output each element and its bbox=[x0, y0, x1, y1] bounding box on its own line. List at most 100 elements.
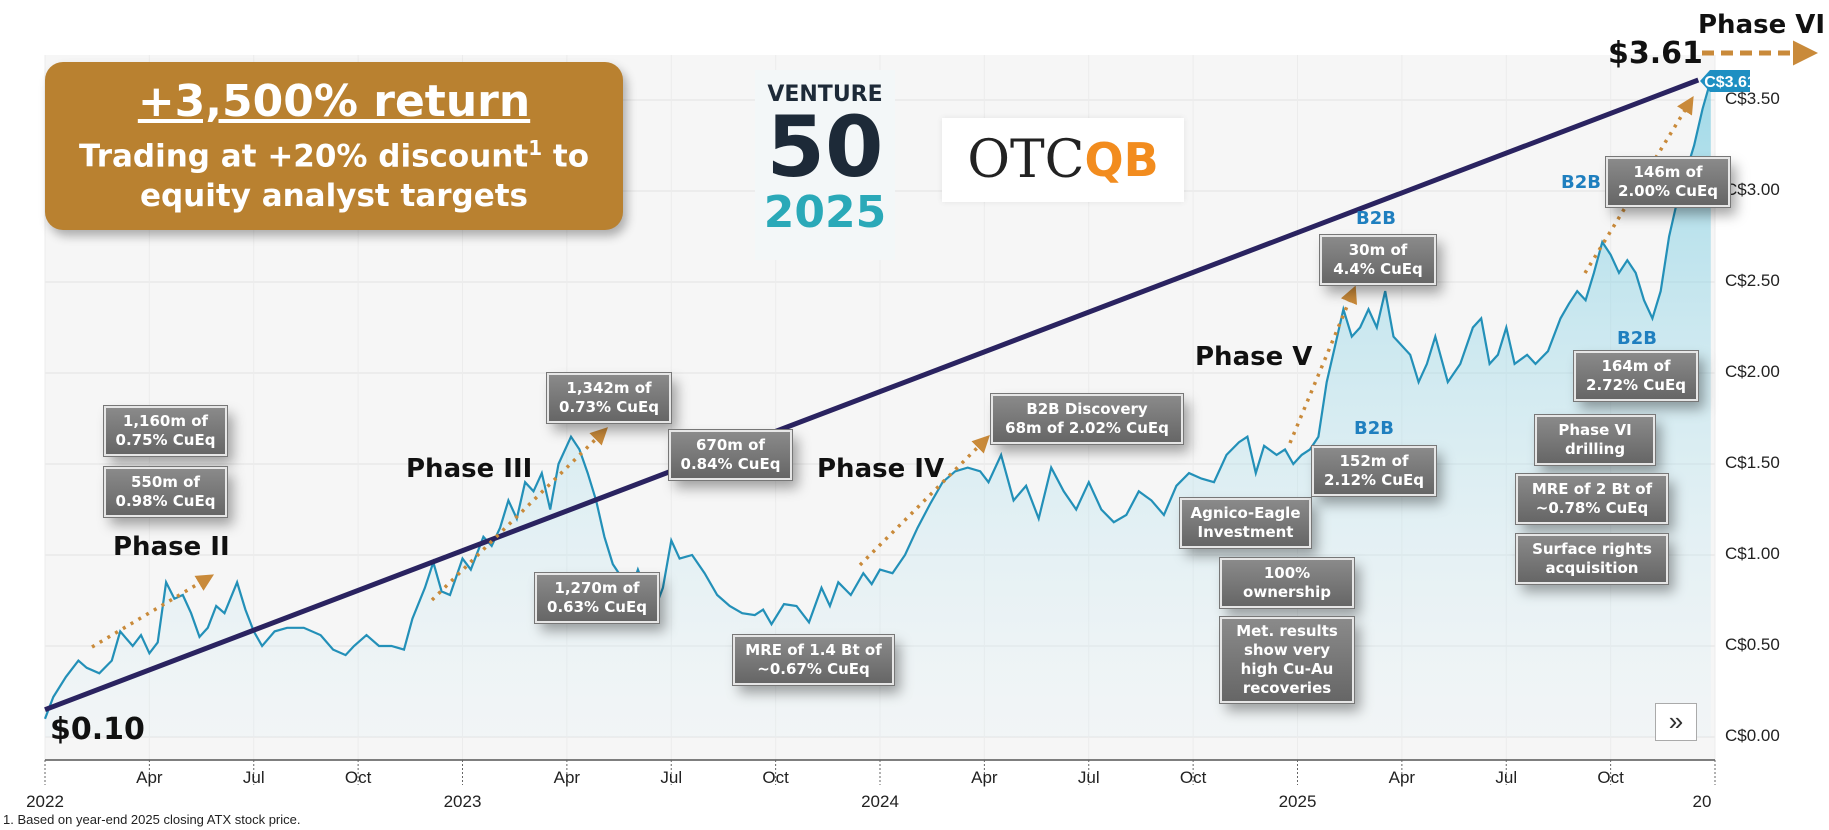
phase-v-arrow bbox=[1288, 285, 1358, 444]
chart-navigation-button[interactable]: » bbox=[1655, 703, 1697, 741]
y-tick-label: C$0.00 bbox=[1725, 726, 1780, 745]
callout-mre-1-4bt: MRE of 1.4 Bt of ~0.67% CuEq bbox=[732, 634, 895, 686]
x-month-label: Oct bbox=[1179, 768, 1207, 787]
end-price-label: $3.61 bbox=[1608, 36, 1703, 71]
banner-superscript: 1 bbox=[528, 136, 543, 160]
callout-line: show very bbox=[1243, 641, 1331, 659]
x-month-label: Oct bbox=[762, 768, 789, 787]
venture-number: 50 bbox=[766, 98, 884, 196]
callout-line: 1,270m of bbox=[554, 579, 640, 597]
y-tick-label: C$3.50 bbox=[1725, 89, 1780, 108]
x-month-label: Apr bbox=[553, 768, 581, 787]
callout-mre-2bt: MRE of 2 Bt of ~0.78% CuEq bbox=[1515, 473, 1669, 525]
otcqb-logo-qb: QB bbox=[1084, 133, 1159, 187]
callout-152m: 152m of 2.12% CuEq bbox=[1311, 445, 1437, 497]
callout-146m: 146m of 2.00% CuEq bbox=[1605, 156, 1731, 208]
x-year-label: 2025 bbox=[1278, 792, 1317, 811]
last-price-tag-shape bbox=[1700, 70, 1750, 92]
x-year-label: 20 bbox=[1692, 792, 1712, 811]
callout-line: 0.84% CuEq bbox=[680, 455, 781, 473]
callout-line: 0.98% CuEq bbox=[115, 492, 216, 510]
callout-line: ~0.67% CuEq bbox=[757, 660, 870, 678]
callout-550m: 550m of 0.98% CuEq bbox=[103, 466, 228, 518]
callout-1160m: 1,160m of 0.75% CuEq bbox=[103, 405, 228, 457]
y-tick-label: C$1.50 bbox=[1725, 453, 1780, 472]
y-tick-label: C$3.00 bbox=[1725, 180, 1780, 199]
venture-word: VENTURE bbox=[767, 82, 883, 107]
callout-line: Met. results bbox=[1236, 622, 1338, 640]
x-month-label: Oct bbox=[344, 768, 372, 787]
b2b-tag: B2B bbox=[1561, 172, 1601, 193]
callout-line: Agnico-Eagle bbox=[1190, 504, 1301, 522]
callout-line: recoveries bbox=[1242, 679, 1332, 697]
callout-line: acquisition bbox=[1545, 559, 1639, 577]
start-price-label: $0.10 bbox=[50, 712, 145, 747]
phase-v-label: Phase V bbox=[1195, 342, 1313, 372]
phase-iii-label: Phase III bbox=[406, 454, 533, 484]
callout-line: 1,342m of bbox=[566, 379, 652, 397]
y-tick-label: C$0.50 bbox=[1725, 635, 1780, 654]
x-month-label: Jul bbox=[1495, 768, 1518, 787]
callout-line: ~0.78% CuEq bbox=[1535, 499, 1649, 517]
banner-line-1-tail: to bbox=[542, 138, 590, 175]
callout-line: 100% bbox=[1263, 564, 1311, 582]
callout-agnico-eagle: Agnico-Eagle Investment bbox=[1179, 497, 1312, 549]
callout-b2b-discovery: B2B Discovery 68m of 2.02% CuEq bbox=[990, 393, 1184, 445]
x-month-label: Apr bbox=[1388, 768, 1416, 787]
venture-50-badge: VENTURE 50 2025 bbox=[755, 70, 895, 260]
b2b-tag: B2B bbox=[1356, 208, 1396, 229]
callout-line: Surface rights bbox=[1532, 540, 1652, 558]
last-price-tag: C$3.61 bbox=[1700, 70, 1756, 92]
banner-line-1: Trading at +20% discount1 to bbox=[45, 128, 623, 176]
callout-line: high Cu-Au bbox=[1240, 660, 1334, 678]
b2b-tag: B2B bbox=[1354, 418, 1394, 439]
phase-iii-arrow bbox=[430, 427, 608, 602]
callout-line: 152m of bbox=[1339, 452, 1409, 470]
callout-line: 2.12% CuEq bbox=[1324, 471, 1424, 489]
callout-line: MRE of 2 Bt of bbox=[1531, 480, 1653, 498]
callout-670m: 670m of 0.84% CuEq bbox=[668, 429, 793, 481]
callout-line: Investment bbox=[1197, 523, 1294, 541]
trend-line bbox=[44, 77, 1700, 713]
phase-vi-label: Phase VI bbox=[1698, 10, 1826, 40]
banner-line-2: equity analyst targets bbox=[139, 178, 529, 215]
callout-line: drilling bbox=[1564, 440, 1626, 458]
callout-line: Phase VI bbox=[1558, 421, 1632, 439]
last-price-tag-label: C$3.61 bbox=[1704, 74, 1756, 91]
footnote: 1. Based on year-end 2025 closing ATX st… bbox=[3, 812, 301, 827]
callout-line: 164m of bbox=[1601, 357, 1671, 375]
phase-ii-label: Phase II bbox=[113, 532, 230, 562]
callout-line: 2.00% CuEq bbox=[1618, 182, 1718, 200]
callout-met-results: Met. results show very high Cu-Au recoverie… bbox=[1219, 616, 1355, 704]
callout-1270m: 1,270m of 0.63% CuEq bbox=[534, 572, 660, 624]
x-month-label: Jul bbox=[1077, 768, 1100, 787]
callout-ownership: 100% ownership bbox=[1219, 557, 1355, 609]
phase-iv-label: Phase IV bbox=[817, 454, 945, 484]
banner-headline: +3,500% return bbox=[137, 76, 531, 127]
callout-line: 0.63% CuEq bbox=[547, 598, 647, 616]
callout-line: 1,160m of bbox=[122, 412, 209, 430]
callout-surface-rights: Surface rights acquisition bbox=[1515, 533, 1669, 585]
otcqb-logo-otc: OTC bbox=[967, 130, 1085, 190]
callout-164m: 164m of 2.72% CuEq bbox=[1573, 350, 1699, 402]
x-month-label: Jul bbox=[242, 768, 265, 787]
return-banner: +3,500% return Trading at +20% discount1… bbox=[45, 62, 623, 230]
x-year-label: 2022 bbox=[26, 792, 64, 811]
y-tick-label: C$1.00 bbox=[1725, 544, 1780, 563]
otcqb-logo: OTC QB bbox=[942, 118, 1184, 202]
x-year-label: 2024 bbox=[861, 792, 899, 811]
banner-line-1-text: Trading at +20% discount bbox=[78, 138, 529, 175]
callout-line: 0.75% CuEq bbox=[115, 431, 216, 449]
callout-line: 550m of bbox=[131, 473, 200, 491]
callout-line: 4.4% CuEq bbox=[1333, 260, 1423, 278]
x-month-label: Jul bbox=[660, 768, 683, 787]
price-line bbox=[43, 79, 1712, 720]
callout-line: 670m of bbox=[696, 436, 765, 454]
x-month-label: Apr bbox=[971, 768, 998, 787]
callout-phase-vi-drilling: Phase VI drilling bbox=[1534, 414, 1656, 466]
callout-1342m: 1,342m of 0.73% CuEq bbox=[546, 372, 672, 424]
x-month-label: Oct bbox=[1597, 768, 1624, 787]
callout-line: 30m of bbox=[1348, 241, 1408, 259]
callout-30m: 30m of 4.4% CuEq bbox=[1319, 234, 1437, 286]
